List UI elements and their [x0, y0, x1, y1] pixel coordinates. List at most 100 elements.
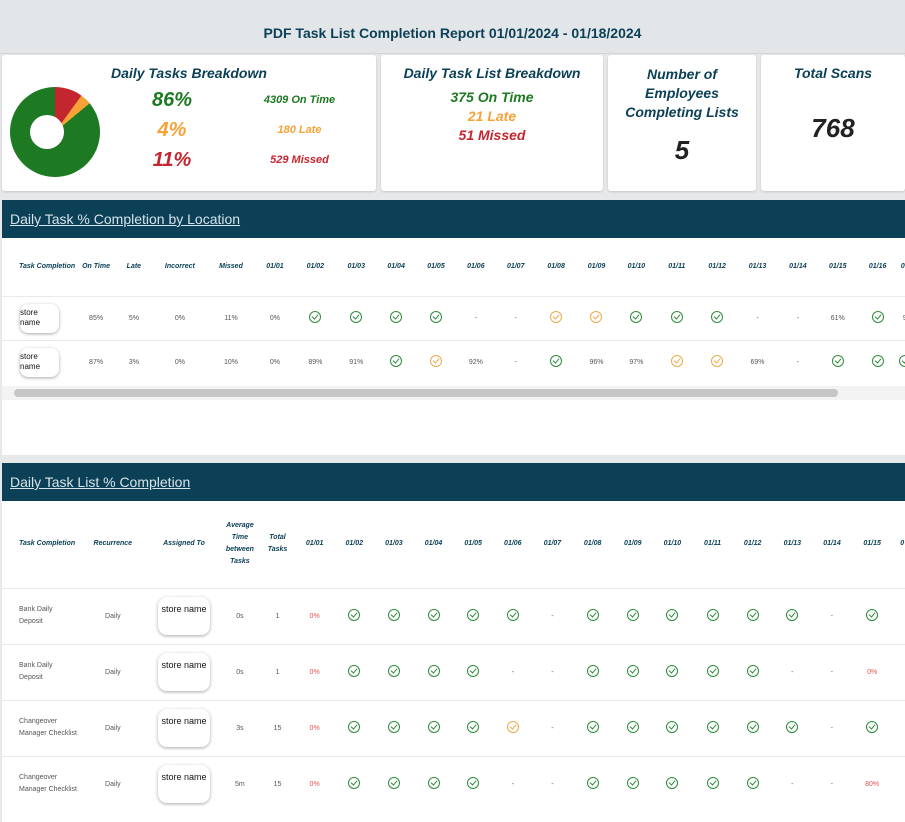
assigned-cell: store name — [148, 643, 220, 700]
store-name-button[interactable]: store name — [157, 765, 210, 804]
column-header: Task Completion — [19, 262, 76, 270]
store-name-button[interactable]: store name — [157, 597, 210, 635]
table-cell: - — [532, 643, 573, 700]
table-cell — [732, 643, 773, 700]
check-complete-icon — [871, 311, 884, 323]
daily-task-list-breakdown-card: Daily Task List Breakdown 375 On Time 21… — [381, 55, 603, 191]
table-cell — [334, 699, 375, 756]
cell-value: 80% — [865, 780, 880, 788]
column-header: 01/04 — [387, 262, 405, 270]
table-cell — [334, 755, 375, 812]
table-cell — [413, 587, 454, 644]
column-header: 01/06 — [467, 262, 485, 270]
column-header: Assigned To — [163, 540, 205, 548]
location-section-title[interactable]: Daily Task % Completion by Location — [10, 211, 241, 227]
average-time: 0s — [219, 643, 261, 700]
recurrence: Daily — [77, 643, 149, 700]
table-cell: 89% — [294, 339, 337, 384]
table-cell — [892, 755, 905, 812]
location-table: Task Completion On Time Late Incorrect Misse… — [2, 238, 905, 384]
table-cell — [453, 643, 493, 700]
check-complete-icon — [626, 721, 639, 733]
cell-value: - — [551, 668, 554, 676]
list-section-title[interactable]: Daily Task List % Completion — [10, 474, 191, 490]
column-header: 01/15 — [829, 262, 847, 270]
on-time-percent: 86% — [151, 89, 193, 111]
check-complete-icon — [898, 355, 905, 368]
table-cell — [453, 699, 493, 756]
table-cell — [897, 339, 905, 384]
table-cell: - — [772, 755, 813, 812]
cell-value: 0% — [867, 668, 878, 676]
check-complete-icon — [387, 665, 400, 677]
total-tasks: 1 — [260, 643, 295, 700]
cell-value: 96% — [589, 358, 604, 366]
column-header: 01/02 — [345, 540, 364, 548]
column-header: 01/01 — [266, 262, 284, 270]
column-header: Incorrect — [164, 262, 195, 270]
assigned-cell: store name — [148, 587, 220, 644]
cell-value: 11% — [224, 314, 238, 322]
cell-value: 9 — [902, 314, 905, 322]
table-cell — [772, 587, 813, 644]
cell-value: 10% — [223, 358, 238, 366]
table-cell — [374, 643, 414, 700]
table-cell — [772, 699, 813, 756]
table-cell — [692, 643, 733, 700]
column-header: Average Time between Tasks — [225, 522, 254, 566]
check-complete-icon — [390, 355, 403, 368]
store-name-button[interactable]: store name — [20, 347, 59, 377]
store-name-button[interactable]: store name — [157, 653, 210, 691]
cell-value: 5% — [128, 314, 139, 322]
table-cell — [413, 755, 454, 812]
check-complete-icon — [866, 609, 879, 621]
column-header: Recurrence — [93, 540, 133, 548]
total-tasks: 15 — [260, 699, 295, 756]
missed-count: 529 Missed — [270, 154, 329, 166]
location-completion-section: Daily Task % Completion by Location Task… — [2, 200, 905, 455]
column-header: Total Tasks — [267, 534, 288, 554]
table-row: Bank Daily Deposit Daily store name 0s 1 0% - -… — [2, 643, 905, 700]
cell-value: - — [796, 314, 800, 322]
table-cell: - — [455, 295, 496, 340]
check-complete-icon — [506, 609, 519, 621]
column-header: 01/14 — [789, 262, 807, 270]
task-list-table: Task Completion Recurrence Assigned To Aver… — [2, 501, 905, 812]
table-cell — [535, 339, 577, 384]
table-cell: 0% — [294, 755, 335, 812]
cell-value: 91% — [349, 358, 364, 366]
table-cell — [892, 643, 905, 700]
store-name-button[interactable]: store name — [20, 303, 59, 333]
table-cell: 69% — [737, 339, 778, 384]
horizontal-scrollbar[interactable] — [14, 389, 838, 397]
column-header: 01/05 — [464, 540, 482, 548]
table-cell: - — [737, 295, 778, 340]
table-cell: 85% — [77, 295, 115, 340]
store-name-button[interactable]: store name — [157, 709, 210, 747]
table-cell — [416, 339, 456, 384]
on-time-count: 4309 On Time — [263, 94, 336, 106]
list-late: 21 Late — [467, 108, 517, 124]
table-cell — [851, 699, 893, 756]
assigned-cell: store name — [148, 755, 220, 812]
table-cell — [612, 643, 653, 700]
table-cell: 0% — [255, 339, 295, 384]
column-header: 01/11 — [668, 262, 686, 270]
check-complete-icon — [666, 609, 679, 621]
column-header: 01/08 — [583, 540, 602, 548]
check-complete-icon — [786, 609, 799, 621]
table-cell: - — [532, 587, 573, 644]
column-header: Missed — [219, 262, 243, 270]
cell-value: - — [511, 668, 514, 676]
report-header: PDF Task List Completion Report 01/01/20… — [0, 0, 905, 54]
table-cell — [892, 587, 905, 644]
list-on-time: 375 On Time — [450, 89, 534, 105]
report-title: PDF Task List Completion Report 01/01/20… — [263, 25, 642, 41]
table-cell: 97% — [616, 339, 657, 384]
table-cell: 0% — [294, 643, 335, 700]
table-cell — [892, 699, 905, 756]
column-header: 01/16 — [868, 262, 887, 270]
check-complete-icon — [586, 777, 599, 790]
check-complete-icon — [467, 721, 480, 733]
table-cell — [413, 699, 454, 756]
